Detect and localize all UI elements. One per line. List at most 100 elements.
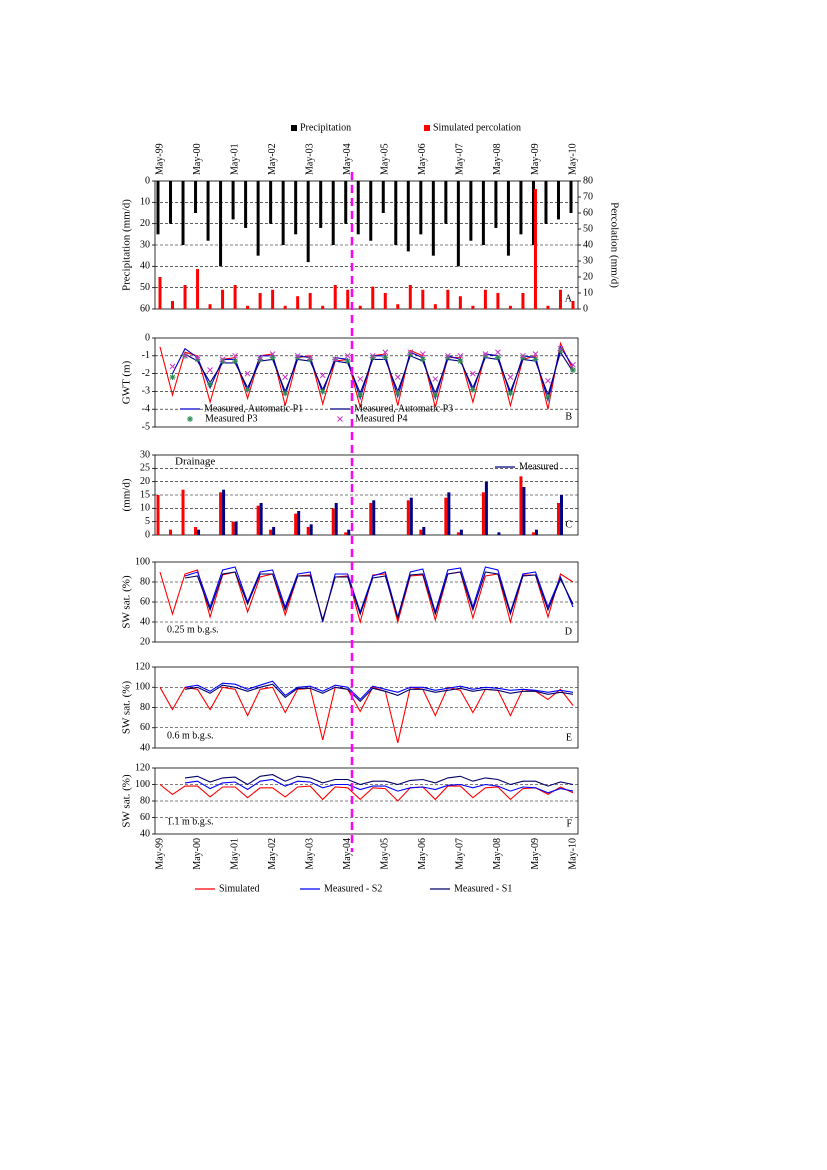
y2-tick-label: 30 bbox=[583, 255, 593, 266]
y-tick-label: -4 bbox=[142, 403, 150, 414]
x-tick-label: May-09 bbox=[530, 143, 541, 175]
panel-label: E bbox=[566, 732, 572, 743]
bar bbox=[508, 305, 512, 309]
bar bbox=[396, 304, 400, 309]
bar bbox=[256, 505, 260, 535]
point-marker bbox=[369, 354, 376, 361]
point-marker bbox=[570, 367, 576, 374]
point-marker bbox=[470, 370, 476, 377]
series-line bbox=[184, 566, 574, 623]
y-tick-label: 120 bbox=[135, 661, 150, 672]
point-marker bbox=[570, 361, 576, 368]
point-marker bbox=[269, 354, 276, 361]
point-marker bbox=[457, 358, 464, 365]
bar bbox=[494, 181, 498, 228]
plot-frame bbox=[154, 337, 579, 428]
y-tick-label: 20 bbox=[140, 218, 150, 229]
y-tick-label: -5 bbox=[142, 421, 150, 432]
bar bbox=[269, 529, 273, 535]
bar bbox=[331, 181, 335, 245]
point-marker bbox=[219, 356, 226, 363]
bar bbox=[444, 497, 448, 535]
y-tick-label: 80 bbox=[140, 702, 150, 713]
bar bbox=[296, 296, 300, 309]
y2-tick-label: 20 bbox=[583, 271, 593, 282]
point-marker bbox=[357, 376, 364, 382]
point-marker bbox=[194, 354, 201, 361]
point-marker bbox=[419, 351, 426, 357]
y-tick-label: 0 bbox=[145, 332, 150, 343]
y-axis-label: GWT (m) bbox=[121, 360, 133, 404]
y-tick-label: 0 bbox=[145, 175, 150, 186]
point-marker bbox=[294, 352, 301, 359]
bar bbox=[381, 181, 385, 213]
bar bbox=[206, 181, 210, 241]
y-axis-label: SW sat. (%) bbox=[121, 575, 133, 629]
bar bbox=[244, 181, 248, 228]
point-marker bbox=[507, 390, 514, 397]
bar bbox=[521, 293, 525, 309]
x-tick-label: May-04 bbox=[342, 838, 353, 870]
x-tick-label: May-08 bbox=[492, 838, 503, 870]
y2-tick-label: 60 bbox=[583, 207, 593, 218]
legend-swatch bbox=[291, 125, 297, 131]
bar bbox=[271, 289, 275, 309]
series-line bbox=[159, 341, 574, 410]
point-marker bbox=[282, 390, 289, 397]
point-marker bbox=[545, 377, 551, 384]
point-marker bbox=[319, 372, 326, 379]
y-tick-label: 40 bbox=[140, 616, 150, 627]
point-marker bbox=[557, 347, 564, 354]
bar bbox=[319, 181, 323, 228]
bar bbox=[306, 181, 310, 263]
y2-tick-label: 70 bbox=[583, 191, 593, 202]
bar bbox=[308, 293, 312, 309]
panel-label: B bbox=[565, 411, 572, 422]
bar bbox=[546, 305, 550, 309]
point-marker bbox=[194, 356, 201, 363]
bar bbox=[156, 181, 160, 235]
bar bbox=[346, 289, 350, 309]
x-tick-label: May-99 bbox=[154, 838, 165, 870]
bar bbox=[369, 503, 373, 535]
bar bbox=[571, 301, 575, 309]
bar bbox=[519, 476, 523, 535]
bar bbox=[219, 181, 223, 267]
legend-swatch bbox=[337, 416, 343, 422]
bar bbox=[471, 305, 475, 309]
legend-label: Simulated percolation bbox=[433, 122, 521, 133]
legend-label: Measured - S1 bbox=[454, 883, 512, 894]
y-tick-label: 30 bbox=[140, 239, 150, 250]
point-marker bbox=[407, 351, 414, 358]
y2-tick-label: 0 bbox=[583, 303, 588, 314]
point-marker bbox=[307, 354, 314, 361]
x-tick-label: May-06 bbox=[417, 143, 428, 175]
x-tick-label: May-08 bbox=[492, 143, 503, 175]
bar bbox=[433, 304, 437, 309]
bar bbox=[497, 532, 501, 535]
panel-annotation: Drainage bbox=[175, 456, 215, 468]
bar bbox=[483, 289, 487, 309]
point-marker bbox=[382, 354, 389, 361]
bar bbox=[444, 181, 448, 224]
legend-label: Simulated bbox=[219, 883, 260, 894]
panel-label: F bbox=[566, 818, 572, 829]
bar bbox=[306, 527, 310, 535]
bar bbox=[334, 503, 338, 535]
bar bbox=[258, 293, 262, 309]
bar bbox=[409, 497, 413, 535]
legend-label: Measured - S2 bbox=[324, 883, 382, 894]
bar bbox=[231, 521, 235, 535]
point-marker bbox=[207, 381, 214, 388]
legend-label: Measured P4 bbox=[355, 413, 408, 424]
bar bbox=[281, 181, 285, 245]
bar bbox=[194, 181, 198, 213]
bar bbox=[558, 289, 562, 309]
bar bbox=[446, 289, 450, 309]
y-tick-label: 40 bbox=[140, 261, 150, 272]
y-tick-label: 5 bbox=[145, 516, 150, 527]
y-tick-label: -1 bbox=[142, 350, 150, 361]
bar bbox=[458, 296, 462, 309]
point-marker bbox=[257, 354, 263, 361]
bar bbox=[559, 495, 563, 535]
